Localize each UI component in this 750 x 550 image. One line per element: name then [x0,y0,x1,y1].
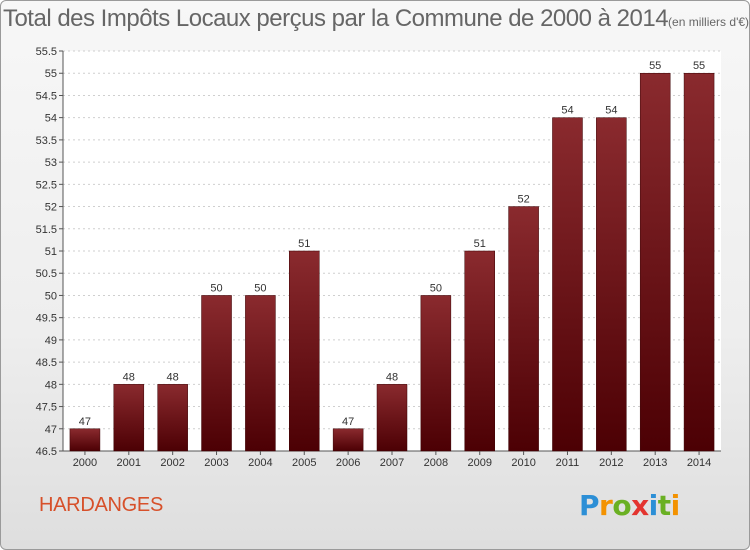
y-tick-label: 52.5 [36,179,57,191]
x-tick-label: 2014 [687,457,711,469]
x-tick-label: 2013 [643,457,667,469]
y-tick-label: 55.5 [36,46,57,58]
y-tick-label: 53.5 [36,135,57,147]
bar-value-label: 50 [210,282,222,294]
bar-value-label: 51 [298,238,310,250]
x-tick-label: 2003 [204,457,228,469]
x-tick-label: 2012 [599,457,623,469]
x-tick-label: 2005 [292,457,316,469]
chart-title: Total des Impôts Locaux perçus par la Co… [2,5,669,32]
bar [552,117,583,452]
bar-value-label: 55 [649,60,661,72]
logo-letter: i [648,489,659,522]
y-tick-label: 47.5 [36,402,57,414]
x-tick-label: 2010 [511,457,535,469]
y-tick-label: 54.5 [36,90,57,102]
logo-letter: i [670,489,681,522]
y-tick-label: 51.5 [36,224,57,236]
bar-value-label: 48 [123,371,135,383]
commune-name: HARDANGES [39,494,163,516]
y-tick-label: 48.5 [36,357,57,369]
x-tick-label: 2001 [117,457,141,469]
bar [683,72,715,452]
y-tick-label: 49 [45,335,57,347]
y-tick-label: 51 [45,246,57,258]
bar [289,250,320,452]
y-tick-label: 46.5 [36,446,57,458]
y-tick-label: 49.5 [36,313,57,325]
bar-value-label: 54 [605,105,617,117]
y-tick-label: 50 [45,290,57,302]
bar [332,428,364,452]
x-tick-label: 2011 [556,457,580,469]
bar [113,384,145,452]
bar-value-label: 55 [693,60,705,72]
bar [596,117,627,452]
x-tick-label: 2009 [467,457,491,469]
bar-value-label: 47 [79,416,91,428]
proxiti-logo: Proxiti [579,489,680,522]
bar [69,428,101,452]
bar [508,206,539,452]
bar [464,250,495,452]
logo-letter: r [599,489,613,522]
bar [376,384,408,452]
bar [639,72,671,452]
x-tick-label: 2004 [248,457,272,469]
bar-value-label: 50 [430,282,442,294]
y-tick-label: 50.5 [36,268,57,280]
bar [157,384,188,452]
logo-letter: t [657,489,671,522]
x-tick-label: 2008 [424,457,448,469]
bar [245,295,276,452]
y-tick-label: 47 [45,424,57,436]
x-tick-label: 2006 [336,457,360,469]
bar-value-label: 47 [342,416,354,428]
bar-value-label: 48 [386,371,398,383]
bar-value-label: 54 [561,105,573,117]
y-tick-label: 53 [45,157,57,169]
y-tick-label: 55 [45,68,57,80]
chart-title-block: Total des Impôts Locaux perçus par la Co… [1,5,750,33]
logo-letter: x [631,489,649,522]
x-tick-label: 2002 [160,457,184,469]
y-tick-label: 54 [45,113,57,125]
y-tick-label: 52 [45,202,57,214]
bar-value-label: 51 [474,238,486,250]
bar-value-label: 50 [254,282,266,294]
bar [420,295,452,452]
x-tick-label: 2000 [73,457,97,469]
x-tick-label: 2007 [380,457,404,469]
logo-letter: P [579,489,600,522]
y-tick-label: 48 [45,379,57,391]
chart-unit-label: (en milliers d'€) [668,15,750,29]
logo-letter: o [612,489,632,522]
bar [201,295,232,452]
bar-value-label: 48 [167,371,179,383]
bar-value-label: 52 [517,194,529,206]
